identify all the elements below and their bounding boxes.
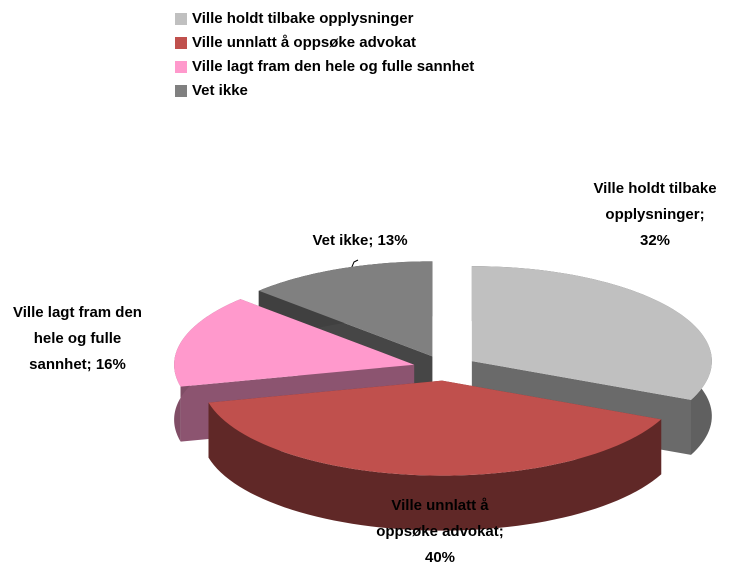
legend-swatch (175, 60, 187, 73)
data-label: Ville lagt fram den hele og fulle sannhe… (13, 304, 142, 373)
slice (208, 380, 662, 476)
legend-swatch (175, 84, 187, 97)
legend-label: Vet ikke (192, 82, 248, 99)
legend-item: Ville holdt tilbake opplysninger (175, 10, 413, 27)
slice (174, 299, 415, 387)
legend-label: Ville lagt fram den hele og fulle sannhe… (192, 58, 475, 75)
slice-wall (208, 402, 662, 531)
legend-item: Ville lagt fram den hele og fulle sannhe… (175, 58, 474, 75)
legend-swatch (175, 36, 187, 49)
legend-item: Vet ikke (175, 82, 248, 99)
slice (258, 261, 433, 357)
legend-item: Ville unnlatt å oppsøke advokat (175, 34, 416, 51)
slice (471, 266, 712, 400)
legend-label: Ville holdt tilbake opplysninger (192, 10, 414, 27)
legend-label: Ville unnlatt å oppsøke advokat (192, 34, 416, 51)
legend-swatch (175, 12, 187, 25)
data-label: Ville unnlatt å oppsøke advokat; 40% (376, 497, 504, 566)
data-label: Vet ikke; 13% (312, 232, 408, 249)
data-label: Ville holdt tilbake opplysninger; 32% (593, 180, 717, 249)
